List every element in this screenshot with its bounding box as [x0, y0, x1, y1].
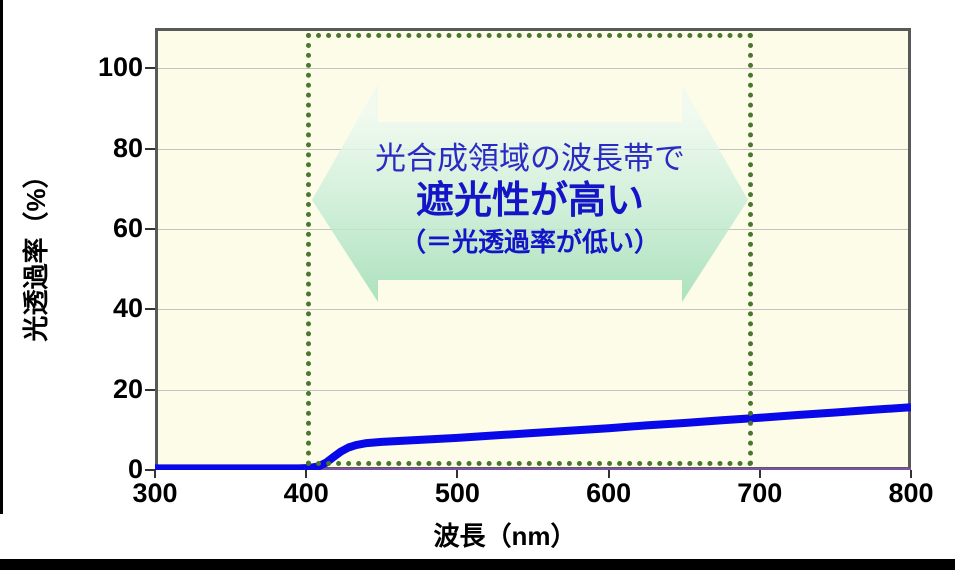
arrow-text-line-2: 遮光性が高い — [415, 180, 644, 222]
series-svg — [155, 403, 911, 470]
y-axis-tick-mark — [145, 388, 155, 391]
y-axis-tick-label: 0 — [127, 454, 143, 484]
y-axis-tick-mark — [145, 67, 155, 70]
x-axis-tick-mark — [758, 470, 761, 478]
gridline — [158, 68, 908, 70]
y-axis-tick-mark — [145, 227, 155, 230]
double-arrow-icon — [312, 84, 748, 302]
y-axis-tick-mark — [145, 147, 155, 150]
y-axis-tick-mark — [145, 308, 155, 311]
transmittance-curve — [155, 403, 911, 470]
frame-left-border — [0, 0, 3, 514]
y-axis-tick-label: 40 — [112, 293, 143, 324]
y-axis-tick-label: 100 — [97, 52, 143, 83]
arrow-text-line-3: （＝光透過率が低い） — [399, 227, 660, 257]
frame-bottom-border — [0, 559, 955, 570]
arrow-text-line-1: 光合成領域の波長帯で — [375, 141, 685, 176]
arrow-text: 光合成領域の波長帯で 遮光性が高い （＝光透過率が低い） — [310, 83, 750, 303]
y-axis-tick-label: 60 — [112, 212, 143, 243]
y-axis-tick-label: 80 — [112, 132, 143, 163]
shading-arrow: 光合成領域の波長帯で 遮光性が高い （＝光透過率が低い） — [310, 83, 750, 303]
gridline — [158, 389, 908, 391]
x-axis-tick-label: 300 — [132, 478, 178, 508]
x-axis-tick-label: 500 — [434, 478, 480, 508]
y-axis-tick-label: 20 — [112, 373, 143, 404]
photosynthesis-region-box — [306, 33, 753, 466]
x-axis-tick-label: 800 — [888, 478, 934, 508]
x-axis-tick-mark — [910, 470, 912, 478]
x-axis-tick-label: 700 — [737, 478, 783, 508]
y-axis-tick-mark — [145, 469, 155, 471]
x-axis-tick-mark — [607, 470, 610, 478]
x-axis-tick-label: 600 — [586, 478, 632, 508]
x-axis-tick-mark — [456, 470, 459, 478]
x-axis-tick-mark — [154, 470, 156, 478]
y-axis-title: 光透過率（%） — [21, 162, 51, 342]
gridline — [158, 309, 908, 311]
x-axis-title: 波長（nm） — [433, 521, 577, 551]
x-axis-tick-label: 400 — [283, 478, 329, 508]
x-axis-tick-mark — [305, 470, 308, 478]
